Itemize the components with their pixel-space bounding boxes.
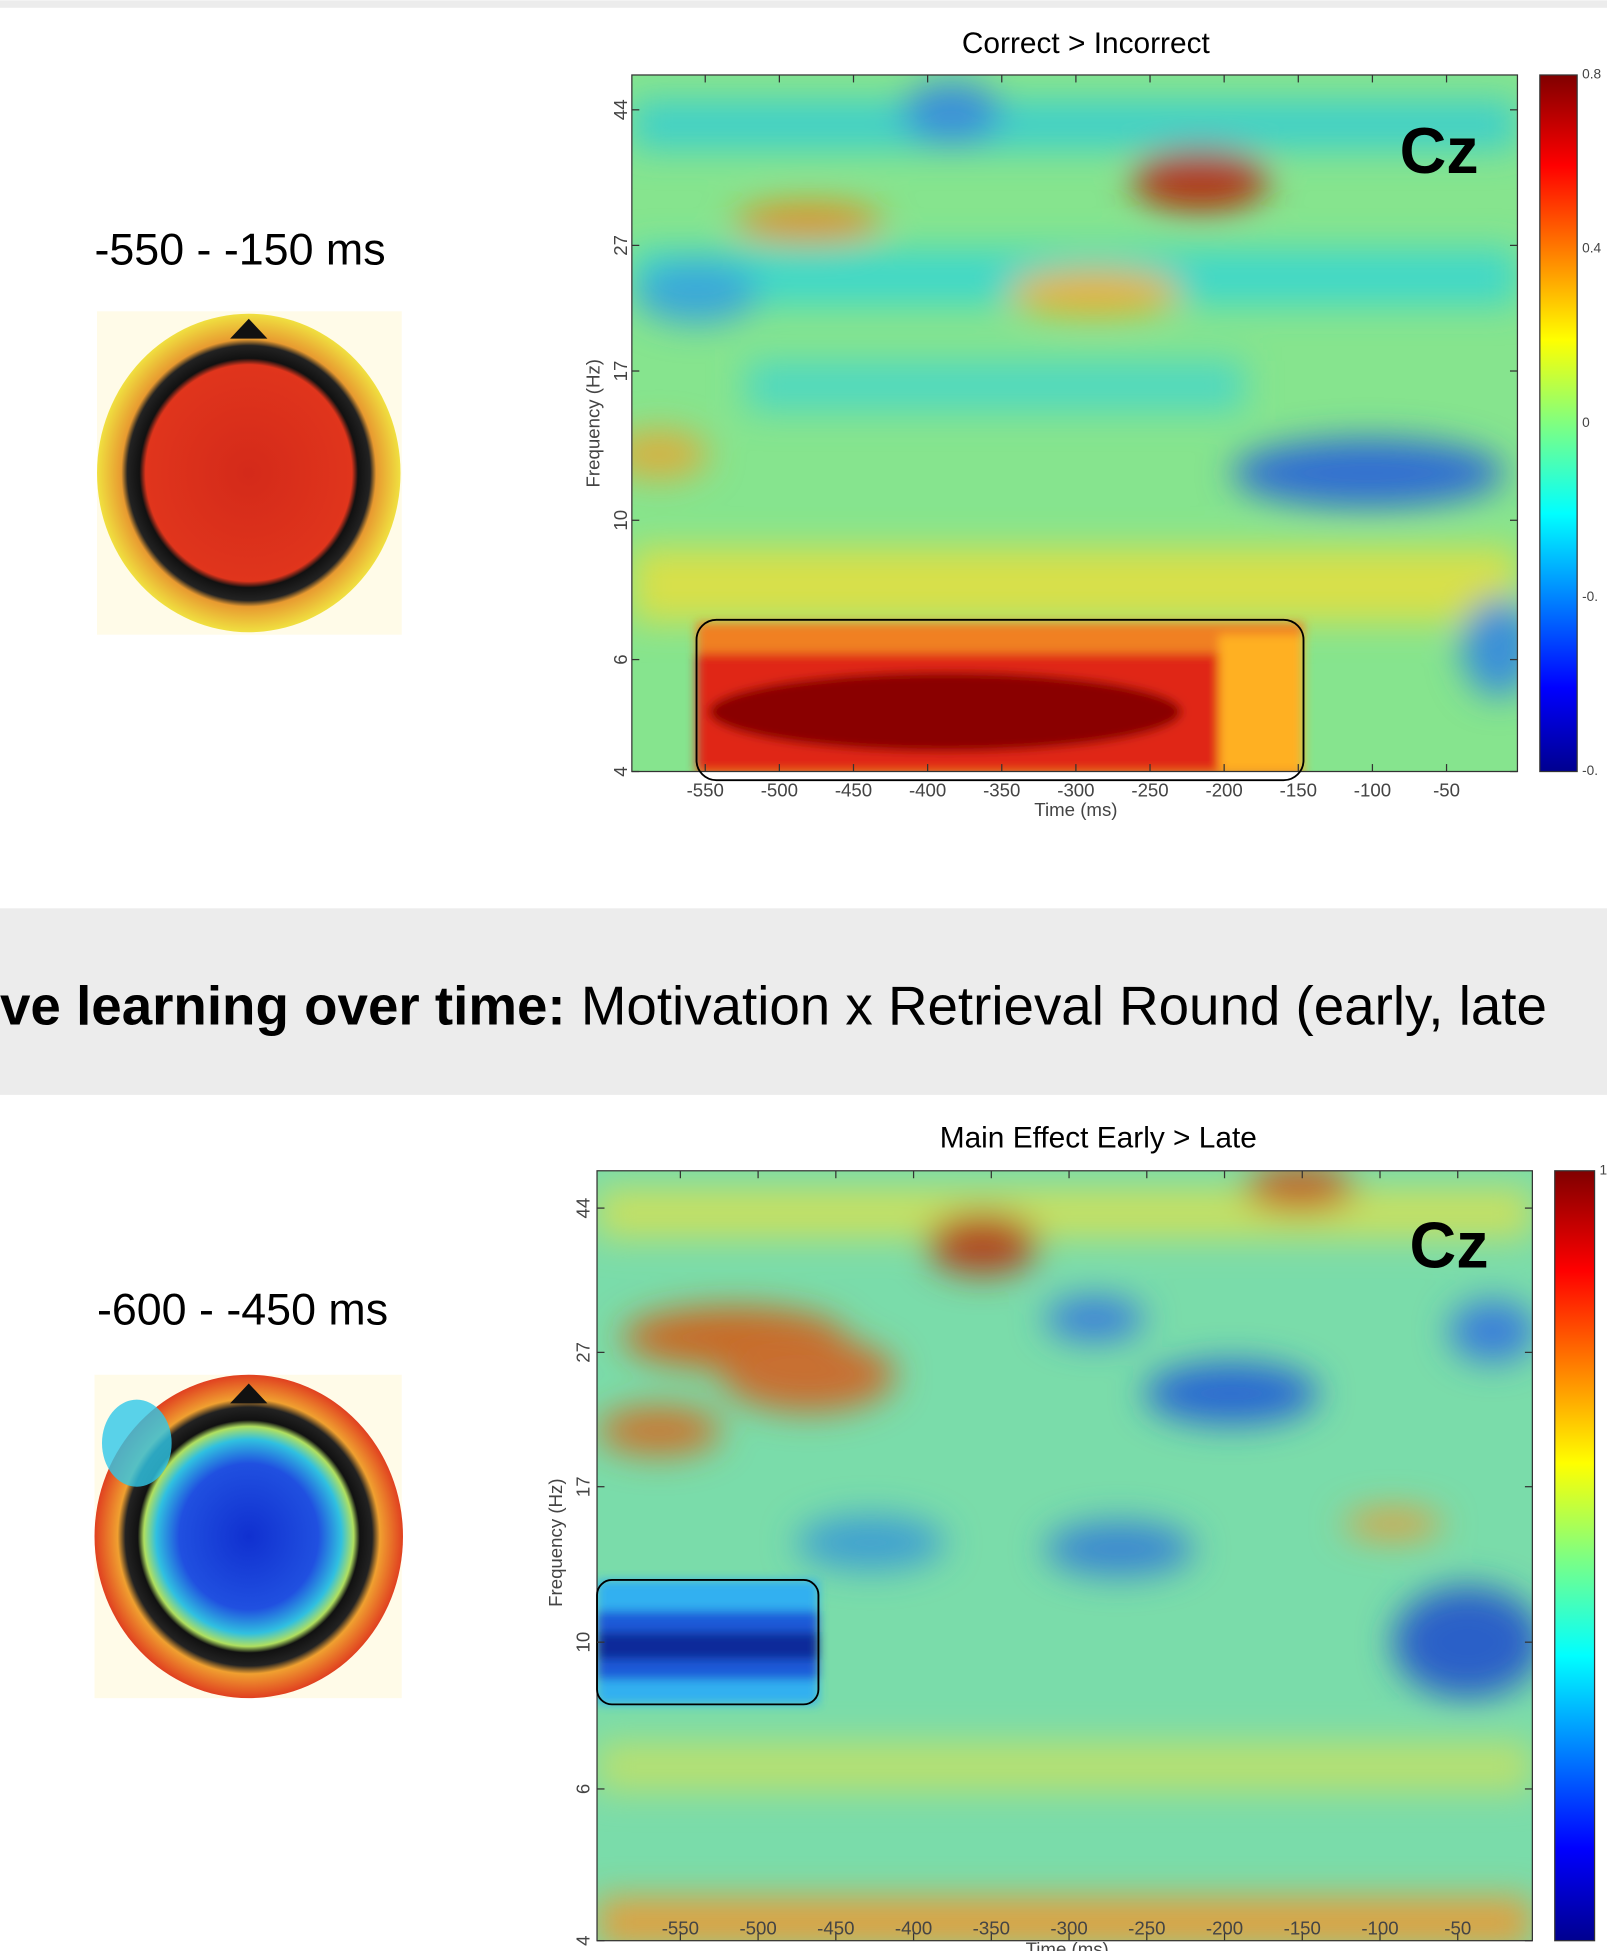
- y-tick-label: 17: [573, 1476, 594, 1497]
- y-axis-label: Frequency (Hz): [545, 1478, 566, 1606]
- x-tick-label: -550: [687, 779, 724, 800]
- y-tick-label: 27: [573, 1342, 594, 1363]
- x-tick-label: -450: [817, 1917, 854, 1938]
- colorbar: [1540, 75, 1577, 772]
- y-tick-label: 4: [610, 766, 631, 776]
- heatmap: [609, 75, 1536, 778]
- page: { "panels": [ { "range_label": "-550 - -…: [0, 0, 1607, 1951]
- y-axis-label: Frequency (Hz): [582, 359, 603, 487]
- x-tick-label: -350: [973, 1917, 1010, 1938]
- colorbar-label: -0.: [1582, 763, 1598, 778]
- x-tick-label: -100: [1354, 779, 1391, 800]
- x-tick-label: -300: [1050, 1917, 1087, 1938]
- x-tick-label: -50: [1444, 1917, 1471, 1938]
- y-tick-label: 6: [610, 654, 631, 664]
- y-tick-label: 10: [610, 510, 631, 531]
- x-tick-label: -400: [895, 1917, 932, 1938]
- x-tick-label: -200: [1205, 779, 1242, 800]
- colorbar-label: -0.: [1582, 589, 1598, 604]
- x-tick-label: -550: [662, 1917, 699, 1938]
- banner-rest: Motivation x Retrieval Round (early, lat…: [566, 975, 1547, 1037]
- colorbar-label: 0: [1582, 415, 1590, 430]
- y-tick-label: 4: [573, 1936, 594, 1946]
- banner-text: ve learning over time: Motivation x Retr…: [0, 975, 1547, 1037]
- colorbar-label: 1: [1600, 1162, 1607, 1177]
- x-tick-label: -50: [1433, 779, 1460, 800]
- topomap: [95, 1375, 403, 1698]
- channel-label: Cz: [1400, 114, 1479, 187]
- channel-label: Cz: [1410, 1208, 1489, 1281]
- plot-title: Correct > Incorrect: [962, 27, 1211, 60]
- banner-bold: ve learning over time:: [0, 975, 566, 1037]
- range-label: -550 - -150 ms: [95, 225, 386, 275]
- x-tick-label: -100: [1361, 1917, 1398, 1938]
- x-tick-label: -250: [1131, 779, 1168, 800]
- y-tick-label: 44: [610, 99, 631, 120]
- top-strip: [0, 0, 1607, 7]
- heatmap: [597, 1166, 1542, 1947]
- topomap: [97, 311, 402, 634]
- y-tick-label: 27: [610, 235, 631, 256]
- x-tick-label: -150: [1280, 779, 1317, 800]
- colorbar-label: 0.4: [1582, 241, 1601, 256]
- colorbar: [1555, 1171, 1595, 1941]
- x-tick-label: -150: [1284, 1917, 1321, 1938]
- slide: -550 - -150 ms Correct > Incorrect: [0, 0, 1607, 1951]
- x-tick-label: -300: [1057, 779, 1094, 800]
- x-tick-label: -350: [983, 779, 1020, 800]
- x-tick-label: -450: [835, 779, 872, 800]
- x-tick-label: -250: [1128, 1917, 1165, 1938]
- x-tick-label: -500: [761, 779, 798, 800]
- plot-title: Main Effect Early > Late: [940, 1122, 1257, 1155]
- colorbar-label: 0.8: [1582, 67, 1601, 82]
- y-tick-label: 10: [573, 1632, 594, 1653]
- range-label: -600 - -450 ms: [97, 1284, 388, 1334]
- y-tick-label: 6: [573, 1784, 594, 1794]
- y-tick-label: 17: [610, 361, 631, 382]
- x-axis-label: Time (ms): [1034, 799, 1117, 820]
- x-tick-label: -200: [1206, 1917, 1243, 1938]
- y-tick-label: 44: [573, 1198, 594, 1219]
- x-tick-label: -500: [739, 1917, 776, 1938]
- x-tick-label: -400: [909, 779, 946, 800]
- x-axis-label: Time (ms): [1026, 1939, 1109, 1951]
